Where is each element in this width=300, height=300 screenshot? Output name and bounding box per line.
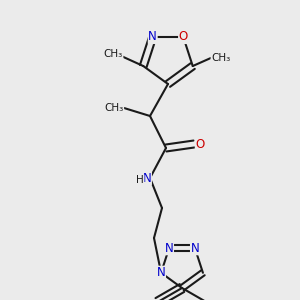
Text: N: N — [148, 31, 157, 44]
Text: CH₃: CH₃ — [211, 53, 230, 63]
Text: CH₃: CH₃ — [104, 103, 124, 113]
Text: CH₃: CH₃ — [103, 49, 123, 59]
Text: N: N — [157, 266, 166, 279]
Text: O: O — [179, 31, 188, 44]
Text: N: N — [165, 242, 173, 255]
Text: H: H — [136, 175, 144, 185]
Text: N: N — [142, 172, 152, 184]
Text: N: N — [190, 242, 199, 255]
Text: O: O — [195, 137, 205, 151]
